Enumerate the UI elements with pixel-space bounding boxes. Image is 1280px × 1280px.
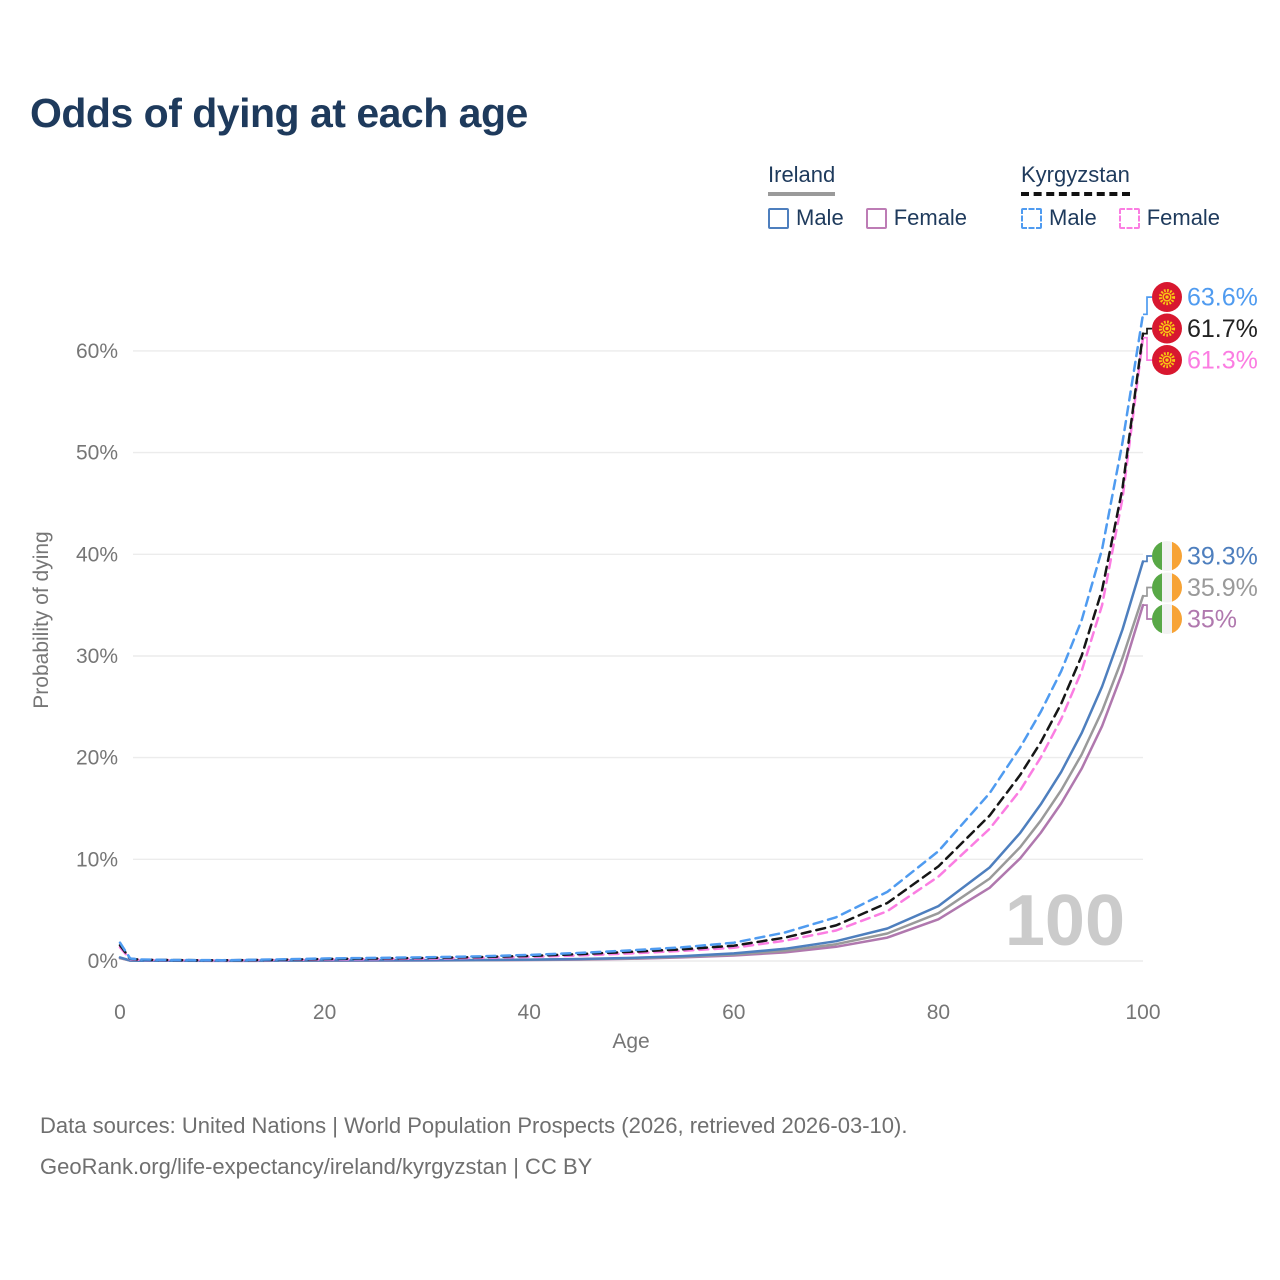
legend-item-ireland-female[interactable]: Female: [865, 205, 968, 231]
label-leader-line: [1143, 604, 1152, 620]
series-line-kyrgyzstan-male[interactable]: [118, 313, 1145, 962]
x-tick-label: 0: [114, 1001, 126, 1024]
kyrgyzstan-flag-icon: [1152, 345, 1182, 376]
series-line-ireland-male[interactable]: [118, 560, 1145, 963]
ireland-flag-icon: [1152, 603, 1182, 634]
y-tick-label: 60%: [76, 340, 118, 363]
x-axis-title: Age: [612, 1030, 649, 1053]
legend-item-label: Female: [1146, 205, 1221, 230]
label-leader-line: [1143, 336, 1152, 361]
ireland-female-swatch-icon: [865, 207, 887, 229]
kyrgyzstan-flag-icon: [1152, 313, 1182, 344]
footer: Data sources: United Nations | World Pop…: [40, 1105, 907, 1187]
legend-group-kyrgyzstan: Kyrgyzstan Male Female: [1021, 162, 1242, 231]
legend-group-ireland: Ireland Male Female: [768, 162, 989, 231]
y-tick-label: 0%: [88, 950, 118, 973]
y-tick-label: 20%: [76, 747, 118, 770]
series-line-ireland-both[interactable]: [118, 594, 1145, 963]
x-tick-label: 20: [313, 1001, 336, 1024]
end-value-label-kyrgyzstan-female: 61.3%: [1187, 347, 1258, 375]
legend-item-label: Male: [796, 205, 844, 230]
end-value-label-kyrgyzstan-both: 61.7%: [1187, 315, 1258, 343]
kyrgyzstan-flag-icon: [1152, 282, 1182, 313]
footer-data-sources: Data sources: United Nations | World Pop…: [40, 1113, 908, 1138]
end-value-label-kyrgyzstan-male: 63.6%: [1187, 284, 1258, 312]
x-tick-label: 60: [722, 1001, 745, 1024]
label-leader-line: [1143, 555, 1152, 563]
y-tick-label: 50%: [76, 442, 118, 465]
page-title: Odds of dying at each age: [30, 90, 528, 136]
legend-header-kyrgyzstan[interactable]: Kyrgyzstan: [1021, 162, 1130, 196]
legend-item-ireland-male[interactable]: Male: [768, 205, 844, 231]
y-axis-title: Probability of dying: [30, 531, 53, 708]
y-tick-label: 40%: [76, 543, 118, 566]
kyrgyzstan-male-swatch-icon: [1021, 207, 1042, 229]
y-tick-label: 10%: [76, 848, 118, 871]
end-value-label-ireland-both: 35.9%: [1187, 574, 1258, 602]
label-leader-line: [1143, 327, 1152, 335]
legend-item-label: Male: [1049, 205, 1097, 230]
label-leader-line: [1143, 586, 1152, 597]
legend-item-kyrgyzstan-female[interactable]: Female: [1118, 205, 1221, 231]
ireland-flag-icon: [1152, 540, 1182, 571]
end-value-label-ireland-female: 35%: [1187, 606, 1237, 634]
kyrgyzstan-female-swatch-icon: [1118, 207, 1140, 229]
legend-items-kyrgyzstan: Male Female: [1021, 205, 1242, 231]
legend-items-ireland: Male Female: [768, 205, 989, 231]
legend-header-ireland[interactable]: Ireland: [768, 162, 836, 196]
x-tick-label: 80: [927, 1001, 950, 1024]
ireland-male-swatch-icon: [768, 207, 789, 229]
ireland-flag-icon: [1152, 572, 1182, 603]
footer-attribution-link[interactable]: GeoRank.org/life-expectancy/ireland/kyrg…: [40, 1154, 593, 1179]
legend-item-label: Female: [893, 205, 968, 230]
x-tick-label: 40: [518, 1001, 541, 1024]
x-tick-label: 100: [1125, 1001, 1160, 1024]
legend-item-kyrgyzstan-male[interactable]: Male: [1021, 205, 1097, 231]
end-value-label-ireland-male: 39.3%: [1187, 543, 1258, 571]
series-line-ireland-female[interactable]: [118, 603, 1145, 963]
y-tick-label: 30%: [76, 645, 118, 668]
age-watermark: 100: [1005, 881, 1125, 961]
label-leader-line: [1143, 296, 1152, 316]
